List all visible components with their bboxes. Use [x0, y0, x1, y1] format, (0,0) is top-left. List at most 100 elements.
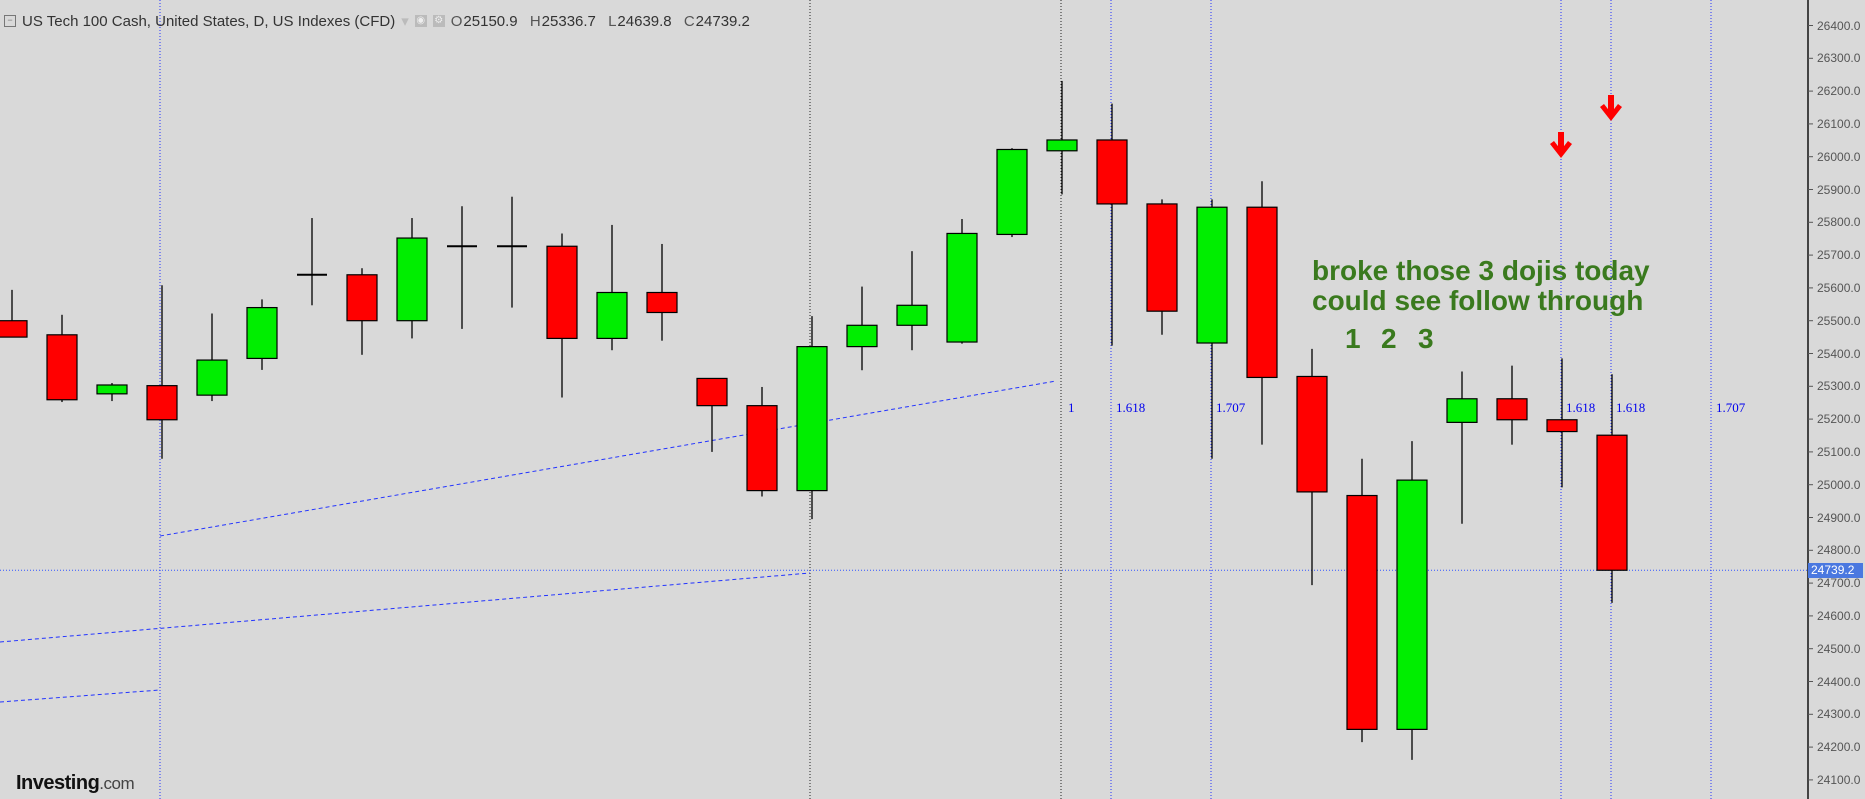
current-price-label: 24739.2: [1808, 563, 1863, 579]
candle-body: [646, 291, 678, 314]
fib-label: 1.618: [1116, 400, 1146, 415]
candle-body: [796, 346, 828, 492]
price-tick-label: 25400.0: [1817, 346, 1861, 361]
candle: [1446, 371, 1478, 524]
investing-logo: Investing.com: [16, 772, 135, 794]
trend-lines: [0, 380, 1057, 703]
candle-body: [546, 245, 578, 340]
candle: [1146, 199, 1178, 335]
price-tick-label: 26100.0: [1817, 116, 1861, 131]
candle: [1496, 365, 1528, 445]
candle: [297, 218, 327, 306]
candle: [196, 313, 228, 402]
price-tick-label: 24800.0: [1817, 543, 1861, 558]
doji-number: 1: [1345, 323, 1361, 354]
price-tick-label: 26200.0: [1817, 84, 1861, 99]
candle: [796, 316, 828, 520]
price-tick-label: 25500.0: [1817, 313, 1861, 328]
candle-body: [896, 304, 928, 326]
candle-body: [46, 334, 78, 401]
candle: [1046, 80, 1078, 195]
price-tick-label: 24400.0: [1817, 674, 1861, 689]
candle-body: [1396, 479, 1428, 730]
candle-body: [1546, 419, 1578, 433]
candle: [1596, 374, 1628, 603]
candle: [1096, 103, 1128, 346]
trend-line: [159, 380, 1057, 537]
dropdown-icon[interactable]: ▾: [401, 13, 409, 30]
visibility-icon[interactable]: ◉: [414, 15, 427, 27]
price-tick-label: 24500.0: [1817, 641, 1861, 656]
annotation-text: broke those 3 dojis today could see foll…: [1312, 256, 1650, 316]
price-tick-label: 25000.0: [1817, 477, 1861, 492]
candle-body: [1496, 398, 1528, 421]
trend-line: [0, 689, 161, 703]
candle-body: [246, 306, 278, 360]
candle-body: [196, 359, 228, 396]
chart-header: − US Tech 100 Cash, United States, D, US…: [4, 12, 758, 30]
candle: [96, 383, 128, 402]
candle: [746, 386, 778, 497]
candle-body: [696, 377, 728, 407]
collapse-icon[interactable]: −: [4, 15, 16, 27]
annotation-line-1: broke those 3 dojis today: [1312, 255, 1650, 286]
price-tick-label: 26000.0: [1817, 149, 1861, 164]
vertical-lines: [159, 0, 1712, 799]
candle: [0, 289, 28, 338]
candle: [1296, 348, 1328, 586]
annotation-line-2: could see follow through: [1312, 285, 1644, 316]
price-tick-label: 24900.0: [1817, 510, 1861, 525]
candle-body: [0, 320, 28, 338]
price-tick-label: 25700.0: [1817, 248, 1861, 263]
price-tick-label: 25800.0: [1817, 215, 1861, 230]
doji-number: 3: [1418, 323, 1434, 354]
fib-label: 1.618: [1616, 400, 1646, 415]
price-tick-label: 24100.0: [1817, 772, 1861, 787]
candle: [596, 224, 628, 351]
candle-body: [1196, 206, 1228, 344]
candle-body: [346, 274, 378, 322]
candle: [996, 148, 1028, 238]
price-tick-label: 24700.0: [1817, 576, 1861, 591]
price-tick-label: 25300.0: [1817, 379, 1861, 394]
candle: [1196, 199, 1228, 459]
candle-body: [146, 385, 178, 421]
trend-line: [0, 572, 811, 643]
price-tick-label: 24600.0: [1817, 608, 1861, 623]
price-tick-label: 25600.0: [1817, 280, 1861, 295]
candle: [546, 233, 578, 398]
candle-body: [1246, 206, 1278, 379]
candle: [696, 377, 728, 452]
price-tick-label: 24300.0: [1817, 707, 1861, 722]
candle: [146, 285, 178, 459]
candle-body: [746, 405, 778, 492]
down-arrow-icon: [1550, 132, 1572, 158]
settings-icon[interactable]: ⚙: [432, 15, 445, 27]
candle-body: [996, 148, 1028, 236]
fib-label: 1.707: [1216, 400, 1246, 415]
candle-body: [96, 384, 128, 395]
candle: [246, 299, 278, 370]
candle-body: [1096, 139, 1128, 205]
candle-body: [1146, 203, 1178, 312]
candle-body: [396, 237, 428, 322]
price-tick-label: 25100.0: [1817, 444, 1861, 459]
candle: [396, 218, 428, 339]
candle-body: [1046, 139, 1078, 152]
candle: [896, 251, 928, 351]
fib-label: 1.707: [1716, 400, 1746, 415]
candle: [447, 206, 477, 329]
candle: [1546, 358, 1578, 488]
price-tick-label: 26300.0: [1817, 51, 1861, 66]
candle: [1346, 458, 1378, 743]
candle: [646, 243, 678, 341]
candle-body: [1446, 398, 1478, 423]
candle: [497, 196, 527, 308]
price-tick-label: 25200.0: [1817, 412, 1861, 427]
candle-body: [1596, 434, 1628, 571]
candle-body: [946, 232, 978, 343]
price-ticks: [1808, 25, 1813, 781]
fib-label: 1: [1068, 400, 1075, 415]
candle-body: [846, 324, 878, 348]
